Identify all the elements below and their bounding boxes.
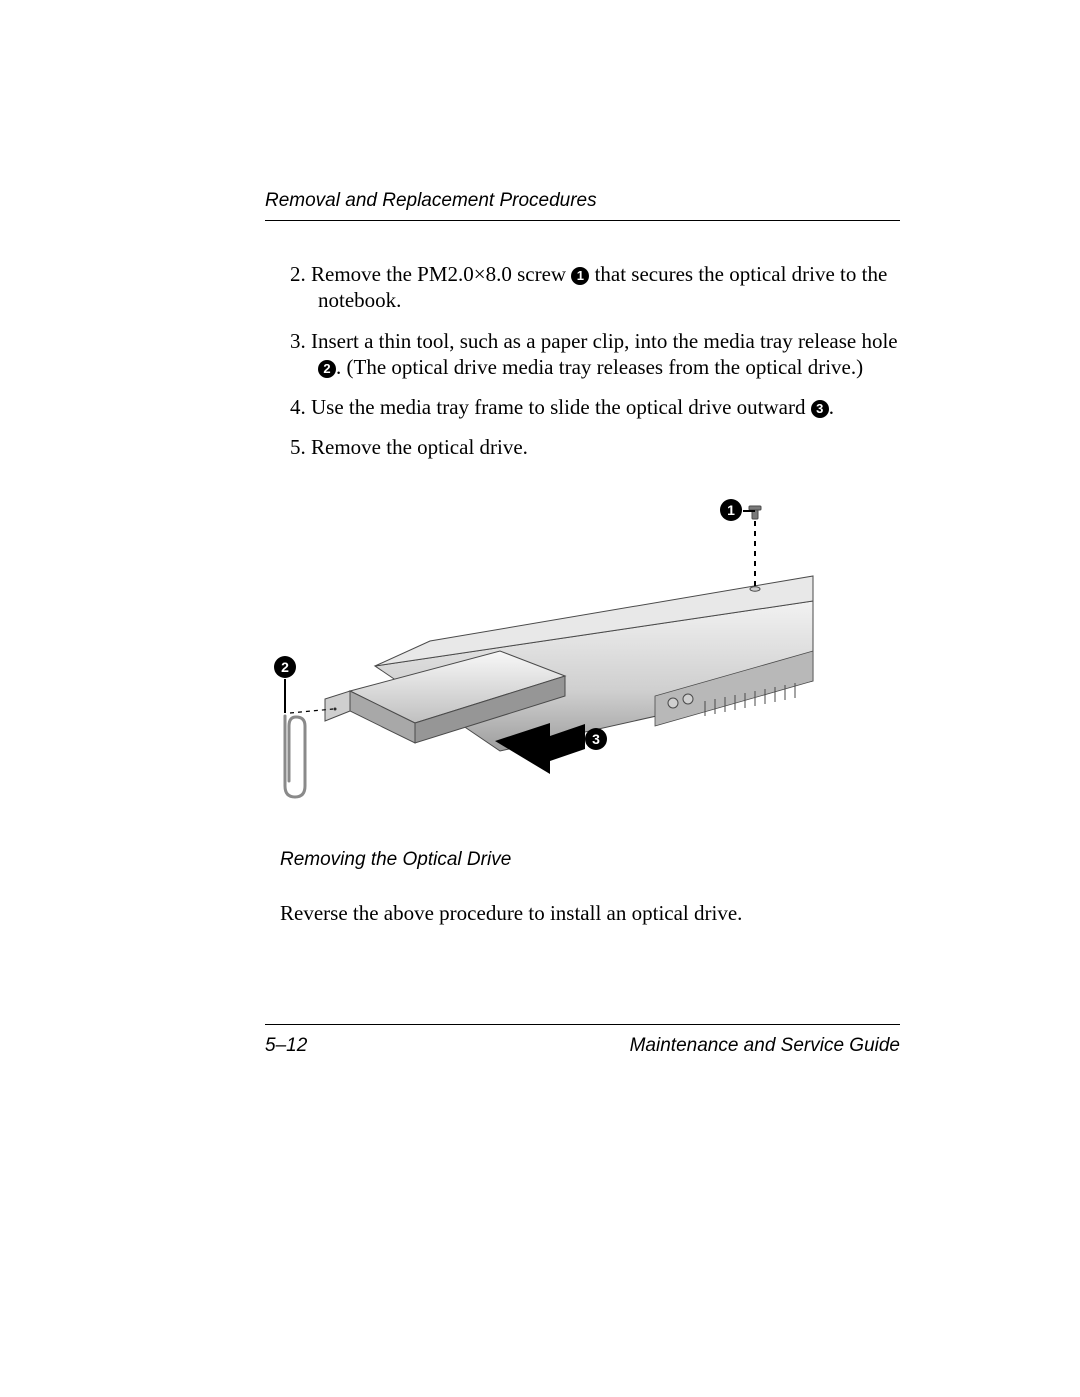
figure-optical-drive: 1 2 3: [255, 491, 815, 831]
step-number: 3.: [290, 329, 306, 353]
callout-inline-3: 3: [811, 400, 829, 418]
callout-inline-2: 2: [318, 360, 336, 378]
section-header: Removal and Replacement Procedures: [265, 190, 900, 212]
step-2: 2. Remove the PM2.0×8.0 screw 1 that sec…: [290, 261, 900, 314]
step-text-post: . (The optical drive media tray releases…: [336, 355, 863, 379]
reverse-procedure-text: Reverse the above procedure to install a…: [280, 901, 900, 926]
guide-title: Maintenance and Service Guide: [630, 1035, 900, 1057]
step-number: 5.: [290, 435, 306, 459]
footer-rule: [265, 1024, 900, 1025]
callout-badge-3: 3: [585, 728, 607, 750]
diagram-svg: [255, 491, 815, 831]
step-4: 4. Use the media tray frame to slide the…: [290, 394, 900, 420]
step-3: 3. Insert a thin tool, such as a paper c…: [290, 328, 900, 381]
step-text-post: .: [829, 395, 834, 419]
step-5: 5. Remove the optical drive.: [290, 434, 900, 460]
page-number: 5–12: [265, 1035, 307, 1057]
step-text-pre: Remove the optical drive.: [311, 435, 528, 459]
procedure-steps: 2. Remove the PM2.0×8.0 screw 1 that sec…: [290, 261, 900, 461]
figure-caption: Removing the Optical Drive: [280, 849, 900, 871]
step-text-pre: Use the media tray frame to slide the op…: [311, 395, 811, 419]
step-text-pre: Insert a thin tool, such as a paper clip…: [311, 329, 898, 353]
step-text-pre: Remove the PM2.0×8.0 screw: [311, 262, 571, 286]
step-number: 4.: [290, 395, 306, 419]
page-footer: 5–12 Maintenance and Service Guide: [265, 1024, 900, 1057]
callout-badge-2: 2: [274, 656, 296, 678]
callout-badge-1: 1: [720, 499, 742, 521]
document-page: Removal and Replacement Procedures 2. Re…: [0, 0, 1080, 1397]
step-number: 2.: [290, 262, 306, 286]
header-rule: [265, 220, 900, 221]
callout-inline-1: 1: [571, 267, 589, 285]
